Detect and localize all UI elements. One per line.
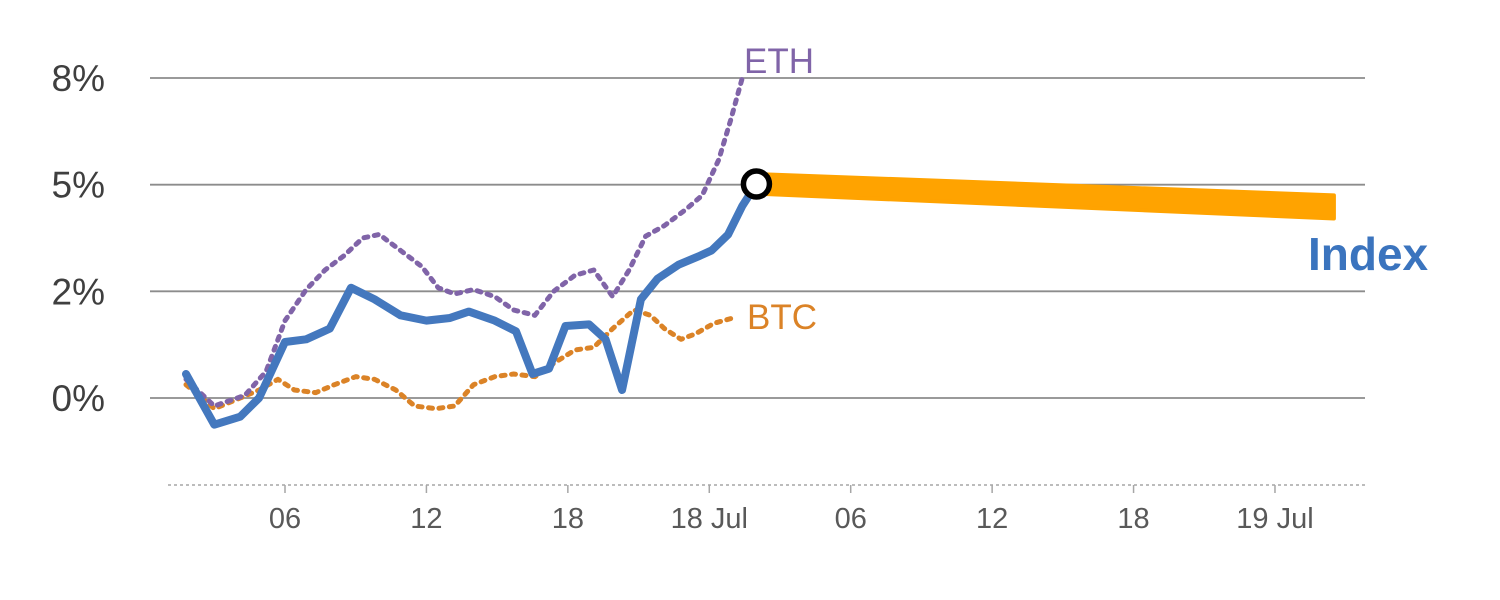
y-tick-label: 5% — [52, 165, 105, 206]
series-line-index — [182, 179, 761, 429]
x-tick-label: 18 Jul — [671, 503, 748, 535]
series-label-btc: BTC — [747, 298, 817, 337]
forecast-start-marker — [740, 168, 773, 200]
x-tick-label: 06 — [835, 503, 867, 535]
x-tick-label: 12 — [410, 503, 442, 535]
x-tick-label: 06 — [269, 503, 301, 535]
series-label-eth: ETH — [744, 42, 814, 81]
x-tick-label: 18 — [1117, 503, 1149, 535]
x-tick-label: 18 — [552, 503, 584, 535]
y-tick-label: 0% — [52, 378, 105, 419]
x-tick-label: 12 — [976, 503, 1008, 535]
y-tick-label: 8% — [52, 58, 105, 99]
x-tick-label: 19 Jul — [1236, 503, 1313, 535]
series-line-eth — [183, 75, 745, 409]
index-forecast-band — [754, 172, 1336, 221]
series-label-index: Index — [1308, 228, 1429, 280]
series-line-btc — [183, 307, 736, 412]
y-tick-label: 2% — [52, 271, 105, 312]
